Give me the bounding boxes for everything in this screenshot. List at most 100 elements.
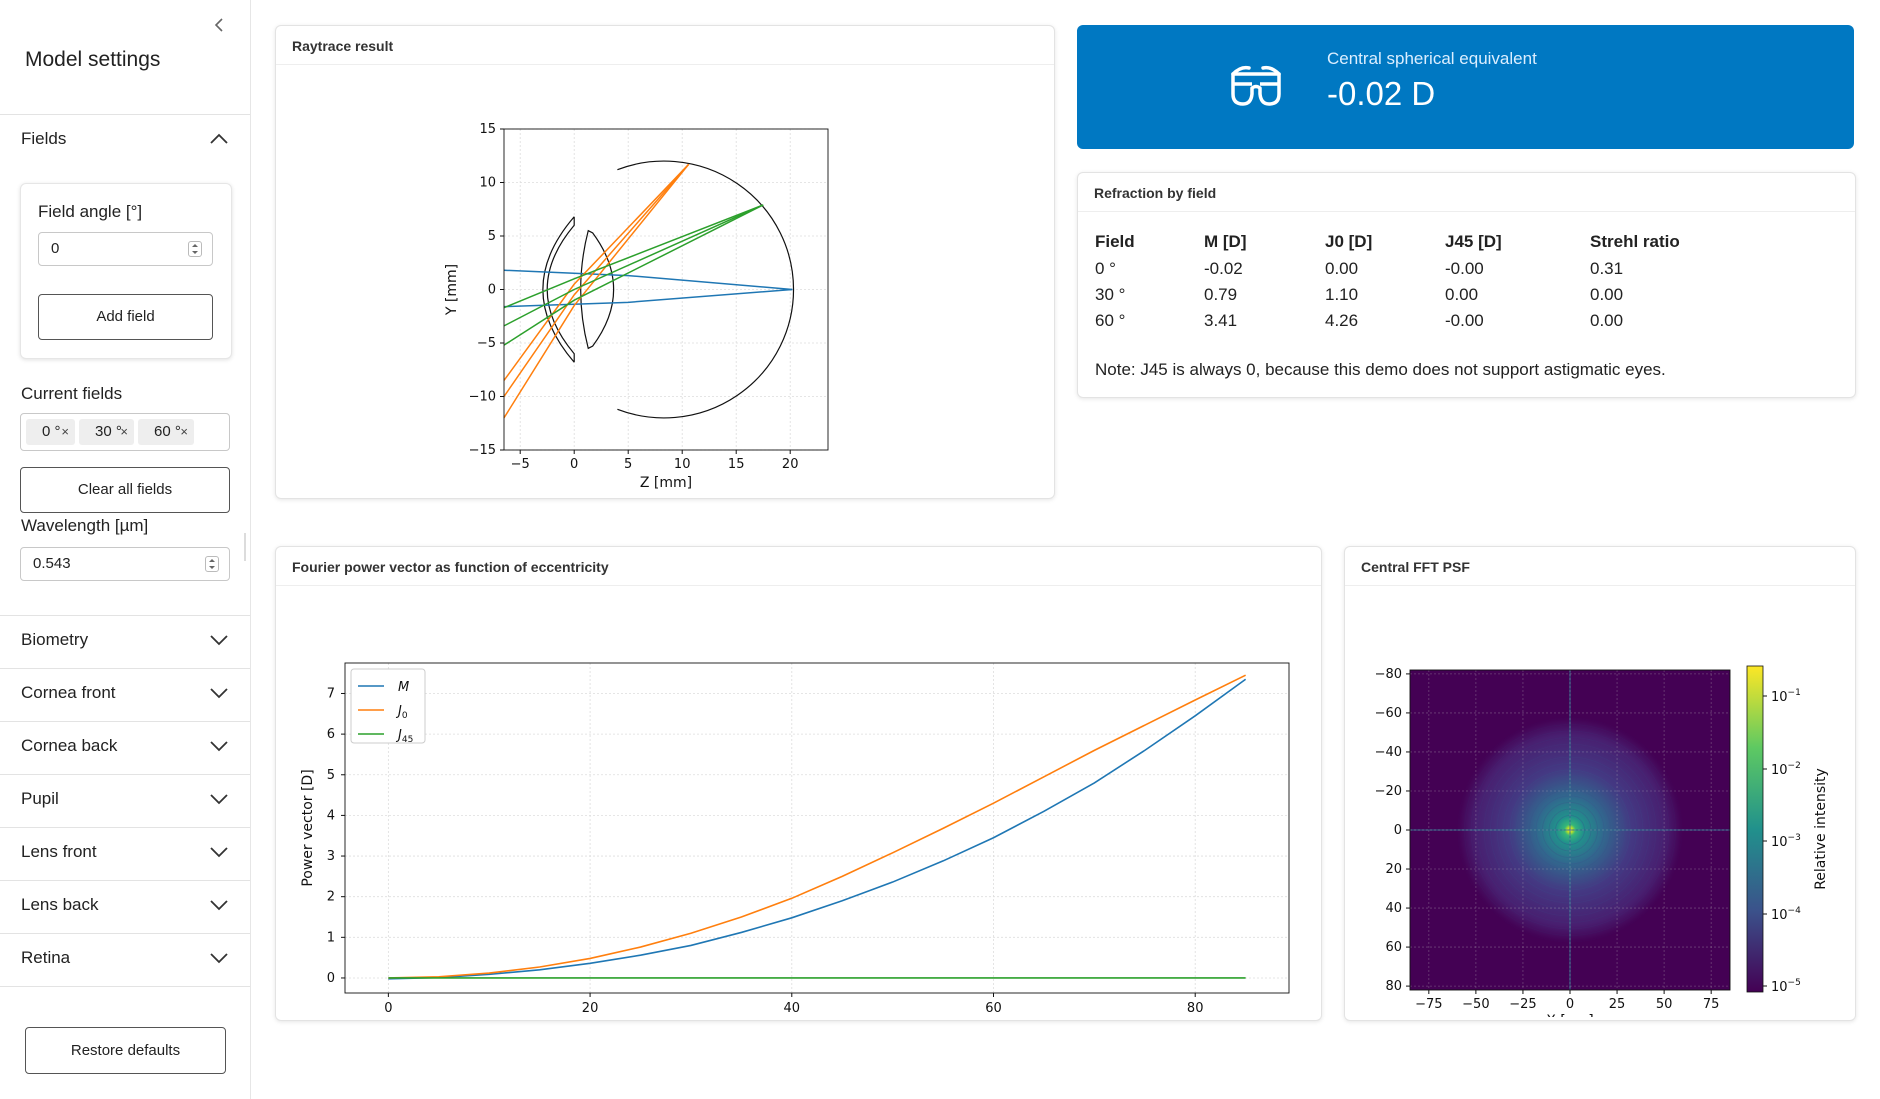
spinner-icon[interactable] [188, 241, 202, 257]
colorbar-tick-label: 10−1 [1771, 688, 1801, 705]
psf-ring [1503, 763, 1637, 897]
section-fields-header[interactable]: Fields [0, 115, 250, 167]
psf-ring [1477, 737, 1663, 923]
x-tick-label: −50 [1462, 997, 1489, 1012]
y-axis-label: Power vector [D] [300, 769, 316, 886]
table-header-j45: J45 [D] [1445, 232, 1502, 251]
series-line [388, 674, 1246, 979]
ray-line [503, 204, 764, 309]
y-tick-label: 6 [327, 727, 335, 742]
x-tick-label: 80 [1187, 1001, 1204, 1016]
section-label: Biometry [21, 630, 89, 649]
y-tick-label: 80 [1385, 979, 1402, 994]
chevron-down-icon [210, 688, 228, 699]
psf-ring [1522, 782, 1618, 878]
colorbar-tick-label: 10−2 [1771, 761, 1801, 778]
divider [0, 774, 250, 775]
table-header-strehl: Strehl ratio [1590, 232, 1680, 251]
raytrace-panel: Raytrace result −5 0 5 10 15 20 15 10 5 0 −5 −10 −15… [275, 25, 1055, 499]
divider [1078, 211, 1855, 212]
section-label: Lens back [21, 895, 99, 914]
psf-ring [1535, 795, 1605, 865]
remove-tag-icon[interactable]: × [180, 424, 188, 439]
table-header-m: M [D] [1204, 232, 1247, 251]
divider [276, 64, 1054, 65]
x-tick-label: 0 [384, 1001, 392, 1016]
fourier-title: Fourier power vector as function of ecce… [292, 559, 609, 575]
add-field-button[interactable]: Add field [38, 294, 213, 340]
table-header-field: Field [1095, 232, 1135, 251]
ray-line [503, 269, 793, 291]
table-cell: 1.10 [1325, 285, 1359, 304]
colorbar [1746, 665, 1764, 993]
y-tick-label: 0 [327, 971, 335, 986]
section-cornea-back-header[interactable]: Cornea back [0, 722, 250, 774]
table-cell: 0.31 [1590, 259, 1624, 278]
field-angle-card: Field angle [°] 0 Add field [20, 183, 232, 359]
y-tick-label: 15 [479, 122, 496, 137]
section-lens-front-header[interactable]: Lens front [0, 828, 250, 880]
x-tick-label: 0 [570, 457, 578, 472]
restore-defaults-button[interactable]: Restore defaults [25, 1027, 226, 1074]
y-tick-label: −80 [1375, 667, 1402, 682]
table-cell: 0 ° [1095, 259, 1116, 278]
x-tick-label: 40 [784, 1001, 801, 1016]
scrollbar[interactable] [244, 533, 246, 561]
y-tick-label: 7 [327, 686, 335, 701]
y-tick-label: 5 [488, 229, 496, 244]
field-tag: 30 ° × [79, 419, 134, 445]
legend-label: J0 [395, 704, 408, 721]
wavelength-value: 0.543 [33, 555, 71, 572]
section-biometry-header[interactable]: Biometry [0, 616, 250, 668]
fourier-panel: Fourier power vector as function of ecce… [275, 546, 1322, 1021]
x-tick-label: 15 [728, 457, 745, 472]
lens-shape [580, 229, 615, 350]
plot-frame [344, 662, 1290, 994]
y-tick-label: −10 [469, 390, 496, 405]
wavelength-label: Wavelength [µm] [21, 516, 149, 535]
section-label: Fields [21, 129, 67, 148]
remove-tag-icon[interactable]: × [120, 424, 128, 439]
ray-line [503, 163, 690, 381]
psf-ring [1509, 769, 1631, 891]
field-tag-label: 30 ° [95, 423, 122, 440]
psf-glow [1458, 718, 1682, 942]
chevron-down-icon [210, 741, 228, 752]
section-retina-header[interactable]: Retina [0, 934, 250, 986]
y-tick-label: 0 [1394, 823, 1402, 838]
psf-ring [1464, 724, 1676, 936]
y-tick-label: −60 [1375, 706, 1402, 721]
field-tag: 0 ° × [26, 419, 75, 445]
table-cell: -0.00 [1445, 259, 1484, 278]
psf-title: Central FFT PSF [1361, 559, 1470, 575]
colorbar-label: Relative intensity [1813, 768, 1829, 890]
table-cell: 0.79 [1204, 285, 1238, 304]
table-cell: 3.41 [1204, 311, 1238, 330]
legend-label: J45 [395, 728, 413, 745]
chevron-up-icon [210, 133, 228, 144]
section-lens-back-header[interactable]: Lens back [0, 881, 250, 933]
spinner-icon[interactable] [205, 556, 219, 572]
section-pupil-header[interactable]: Pupil [0, 775, 250, 827]
field-angle-input[interactable]: 0 [38, 232, 213, 266]
table-cell: 4.26 [1325, 311, 1359, 330]
current-fields-input[interactable]: 0 ° × 30 ° × 60 ° × [20, 413, 230, 451]
psf-ring [1542, 802, 1598, 858]
eye-outline [542, 160, 795, 419]
colorbar-tick-label: 10−3 [1771, 833, 1801, 850]
section-cornea-front-header[interactable]: Cornea front [0, 669, 250, 721]
collapse-sidebar-button[interactable] [206, 12, 232, 38]
field-angle-label: Field angle [°] [38, 202, 143, 221]
y-tick-label: −15 [469, 443, 496, 458]
field-tag-label: 0 ° [42, 423, 61, 440]
remove-tag-icon[interactable]: × [61, 424, 69, 439]
divider [0, 615, 250, 616]
ray-line [503, 163, 690, 397]
fourier-chart: 02040608001234567Eccentricity [°]Power v… [300, 662, 1290, 1016]
clear-fields-button[interactable]: Clear all fields [20, 467, 230, 513]
y-tick-label: 3 [327, 849, 335, 864]
x-tick-label: 60 [985, 1001, 1002, 1016]
x-tick-label: −75 [1415, 997, 1442, 1012]
section-label: Retina [21, 948, 71, 967]
wavelength-input[interactable]: 0.543 [20, 547, 230, 581]
